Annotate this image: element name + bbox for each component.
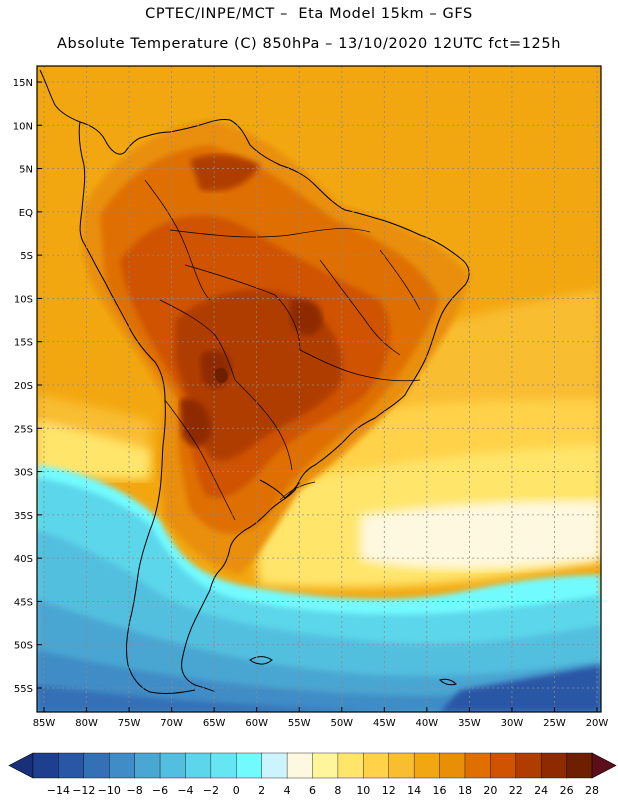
colorbar-label: 4 bbox=[284, 784, 291, 797]
colorbar-swatch bbox=[516, 753, 542, 778]
lat-label: 5S bbox=[20, 251, 33, 262]
colorbar-label: 0 bbox=[233, 784, 240, 797]
colorbar-swatch bbox=[287, 753, 313, 778]
colorbar-label: −14 bbox=[47, 784, 70, 797]
colorbar-swatch bbox=[440, 753, 466, 778]
lon-label: 70W bbox=[160, 718, 183, 729]
lat-label: 40S bbox=[14, 554, 33, 565]
colorbar-label: 2 bbox=[258, 784, 265, 797]
colorbar-swatch bbox=[33, 753, 59, 778]
colorbar-swatch bbox=[338, 753, 364, 778]
lat-label: 20S bbox=[14, 381, 33, 392]
colorbar-label: 26 bbox=[560, 784, 574, 797]
temperature-map: 15N 10N 5N EQ 5S 10S 15S 20S 25S 30S 35S 40S 45S 50S 5… bbox=[0, 0, 618, 800]
lat-label: 30S bbox=[14, 468, 33, 479]
colorbar-swatch bbox=[109, 753, 135, 778]
lon-label: 65W bbox=[203, 718, 226, 729]
lon-label: 25W bbox=[543, 718, 566, 729]
lat-label: 10S bbox=[14, 294, 33, 305]
colorbar-label: −2 bbox=[203, 784, 219, 797]
lon-label: 35W bbox=[458, 718, 481, 729]
lat-label: 15S bbox=[14, 338, 33, 349]
lon-label: 75W bbox=[118, 718, 141, 729]
colorbar-label: 28 bbox=[585, 784, 599, 797]
colorbar-label: 16 bbox=[433, 784, 447, 797]
colorbar-label: 8 bbox=[334, 784, 341, 797]
colorbar-swatch bbox=[490, 753, 516, 778]
colorbar-swatch bbox=[313, 753, 339, 778]
colorbar-label: 20 bbox=[483, 784, 497, 797]
colorbar-swatch bbox=[567, 753, 593, 778]
lat-label: 25S bbox=[14, 424, 33, 435]
colorbar-label: −4 bbox=[177, 784, 193, 797]
lat-label: 45S bbox=[14, 597, 33, 608]
colorbar-swatch bbox=[160, 753, 186, 778]
colorbar-swatch bbox=[185, 753, 211, 778]
lat-label: 50S bbox=[14, 641, 33, 652]
colorbar-label: −6 bbox=[152, 784, 168, 797]
colorbar-label: 22 bbox=[509, 784, 523, 797]
lat-label: 5N bbox=[19, 165, 33, 176]
lon-label: 50W bbox=[330, 718, 353, 729]
lat-label: 35S bbox=[14, 511, 33, 522]
map-field bbox=[37, 66, 601, 712]
colorbar: −14 −12 −10 −8 −6 −4 −2 0 2 4 6 8 10 12 14 16 18 20 22 24 26… bbox=[9, 753, 616, 797]
colorbar-label: 14 bbox=[407, 784, 421, 797]
mid-lat-cream bbox=[360, 500, 601, 569]
lon-label: 20W bbox=[586, 718, 609, 729]
lon-label: 40W bbox=[416, 718, 439, 729]
lat-label: 10N bbox=[13, 121, 33, 132]
colorbar-swatch bbox=[58, 753, 84, 778]
colorbar-swatch bbox=[236, 753, 262, 778]
lon-label: 30W bbox=[501, 718, 524, 729]
colorbar-over-arrow bbox=[592, 753, 616, 778]
lon-label: 45W bbox=[373, 718, 396, 729]
colorbar-swatch bbox=[541, 753, 567, 778]
colorbar-label: 6 bbox=[309, 784, 316, 797]
lat-label: 55S bbox=[14, 684, 33, 695]
lon-label: 80W bbox=[75, 718, 98, 729]
colorbar-swatch bbox=[465, 753, 491, 778]
colorbar-swatch bbox=[84, 753, 110, 778]
lat-label: EQ bbox=[19, 208, 33, 219]
colorbar-swatch bbox=[414, 753, 440, 778]
colorbar-label: −8 bbox=[127, 784, 143, 797]
colorbar-label: −10 bbox=[98, 784, 121, 797]
colorbar-label: 12 bbox=[382, 784, 396, 797]
colorbar-swatch bbox=[211, 753, 237, 778]
lat-label: 15N bbox=[13, 78, 33, 89]
colorbar-swatch bbox=[135, 753, 161, 778]
colorbar-under-arrow bbox=[9, 753, 33, 778]
colorbar-label: 18 bbox=[458, 784, 472, 797]
colorbar-label: 24 bbox=[534, 784, 548, 797]
lon-label: 55W bbox=[288, 718, 311, 729]
lon-label: 60W bbox=[245, 718, 268, 729]
colorbar-swatch bbox=[363, 753, 389, 778]
colorbar-label: 10 bbox=[356, 784, 370, 797]
lon-label: 85W bbox=[33, 718, 56, 729]
colorbar-label: −12 bbox=[72, 784, 95, 797]
colorbar-swatch bbox=[262, 753, 288, 778]
colorbar-swatch bbox=[389, 753, 415, 778]
